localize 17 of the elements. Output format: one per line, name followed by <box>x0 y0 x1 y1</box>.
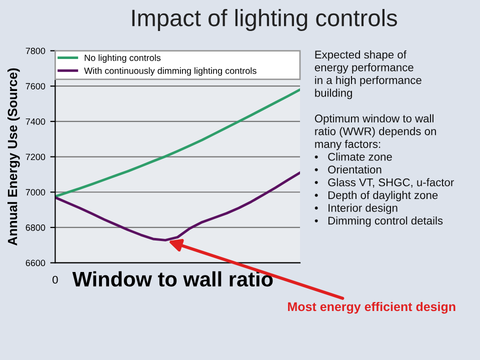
y-tick-label: 7600 <box>26 83 46 90</box>
chart-title: Impact of lighting controls <box>132 9 398 32</box>
legend-label: No lighting controls <box>84 54 161 63</box>
line-series <box>55 171 300 242</box>
y-axis-title: Annual Energy Use (Source) <box>7 68 20 246</box>
y-tick-label: 7200 <box>26 154 46 160</box>
text: Most energy efficient design <box>288 302 456 314</box>
line-series <box>55 88 300 198</box>
text: Expected shape of energy performance in a high performance building Optimum window to wall ratio (WWR) depends on many factors: • Climate zone • Orientation • Glass VT, SHGC, u-factor • Depth of daylight zone • Interior design • Dimming control details <box>314 50 454 227</box>
y-tick-label: 6600 <box>26 260 46 266</box>
x-axis-title: Window to wall ratio <box>72 271 273 287</box>
y-tick-label: 7000 <box>26 189 46 196</box>
y-tick-label: 6800 <box>26 224 46 231</box>
y-tick-label: 7400 <box>26 118 46 125</box>
y-tick-label: 7800 <box>26 48 46 54</box>
text: 0 <box>52 276 58 284</box>
legend-label: With continuously dimming lighting controls <box>84 67 256 76</box>
